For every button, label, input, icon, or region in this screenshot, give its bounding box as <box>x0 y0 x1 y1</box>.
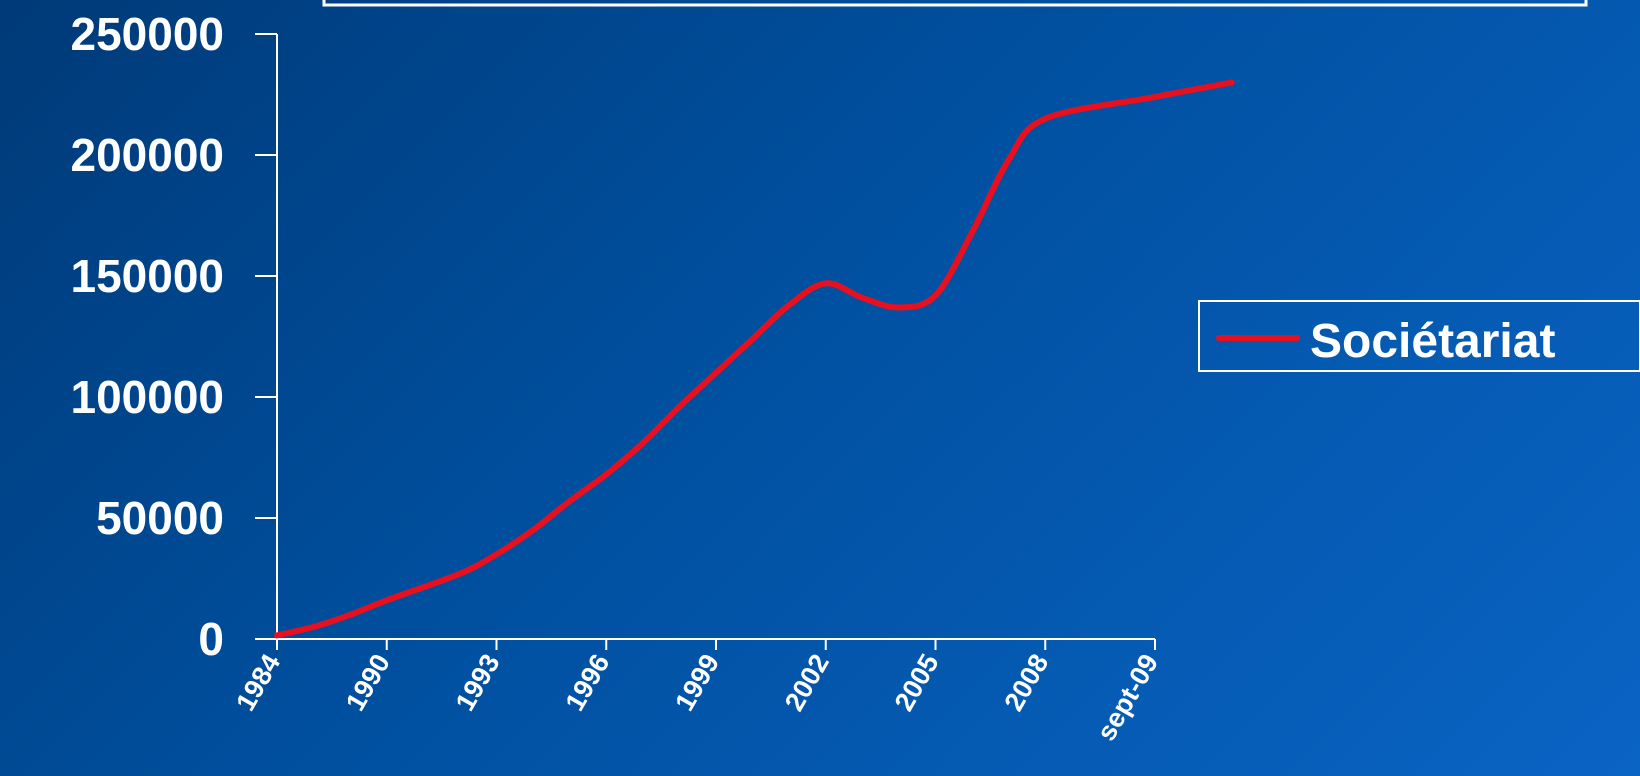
y-axis: 0 50000 100000 150000 200000 250000 <box>71 8 278 665</box>
series-line-1 <box>274 79 1235 639</box>
x-tick-label: 1996 <box>559 649 615 716</box>
legend: Sociétariat <box>1198 300 1640 372</box>
x-tick-label: 1993 <box>450 649 506 716</box>
x-tick-label: 2005 <box>889 649 945 716</box>
x-tick-label: sept-09 <box>1091 649 1164 746</box>
x-tick-label: 2002 <box>779 649 835 716</box>
x-tick-label: 2008 <box>998 649 1054 716</box>
y-tick-label: 50000 <box>96 492 224 544</box>
x-tick-label: 1990 <box>340 649 396 716</box>
x-tick-label: 1999 <box>669 649 725 716</box>
legend-box <box>1198 300 1640 372</box>
y-tick-label: 200000 <box>71 129 225 181</box>
top-frame <box>322 0 1588 7</box>
y-tick-label: 100000 <box>71 371 225 423</box>
y-tick-label: 250000 <box>71 8 225 60</box>
series-layer <box>274 79 1235 639</box>
y-tick-label: 150000 <box>71 250 225 302</box>
x-tick-label: 1984 <box>230 649 286 716</box>
legend-label: Sociétariat <box>1310 315 1555 368</box>
y-tick-label: 0 <box>198 613 224 665</box>
x-axis: 1984 1990 1993 1996 1999 2002 2005 2008 sept-09 <box>230 638 1164 746</box>
